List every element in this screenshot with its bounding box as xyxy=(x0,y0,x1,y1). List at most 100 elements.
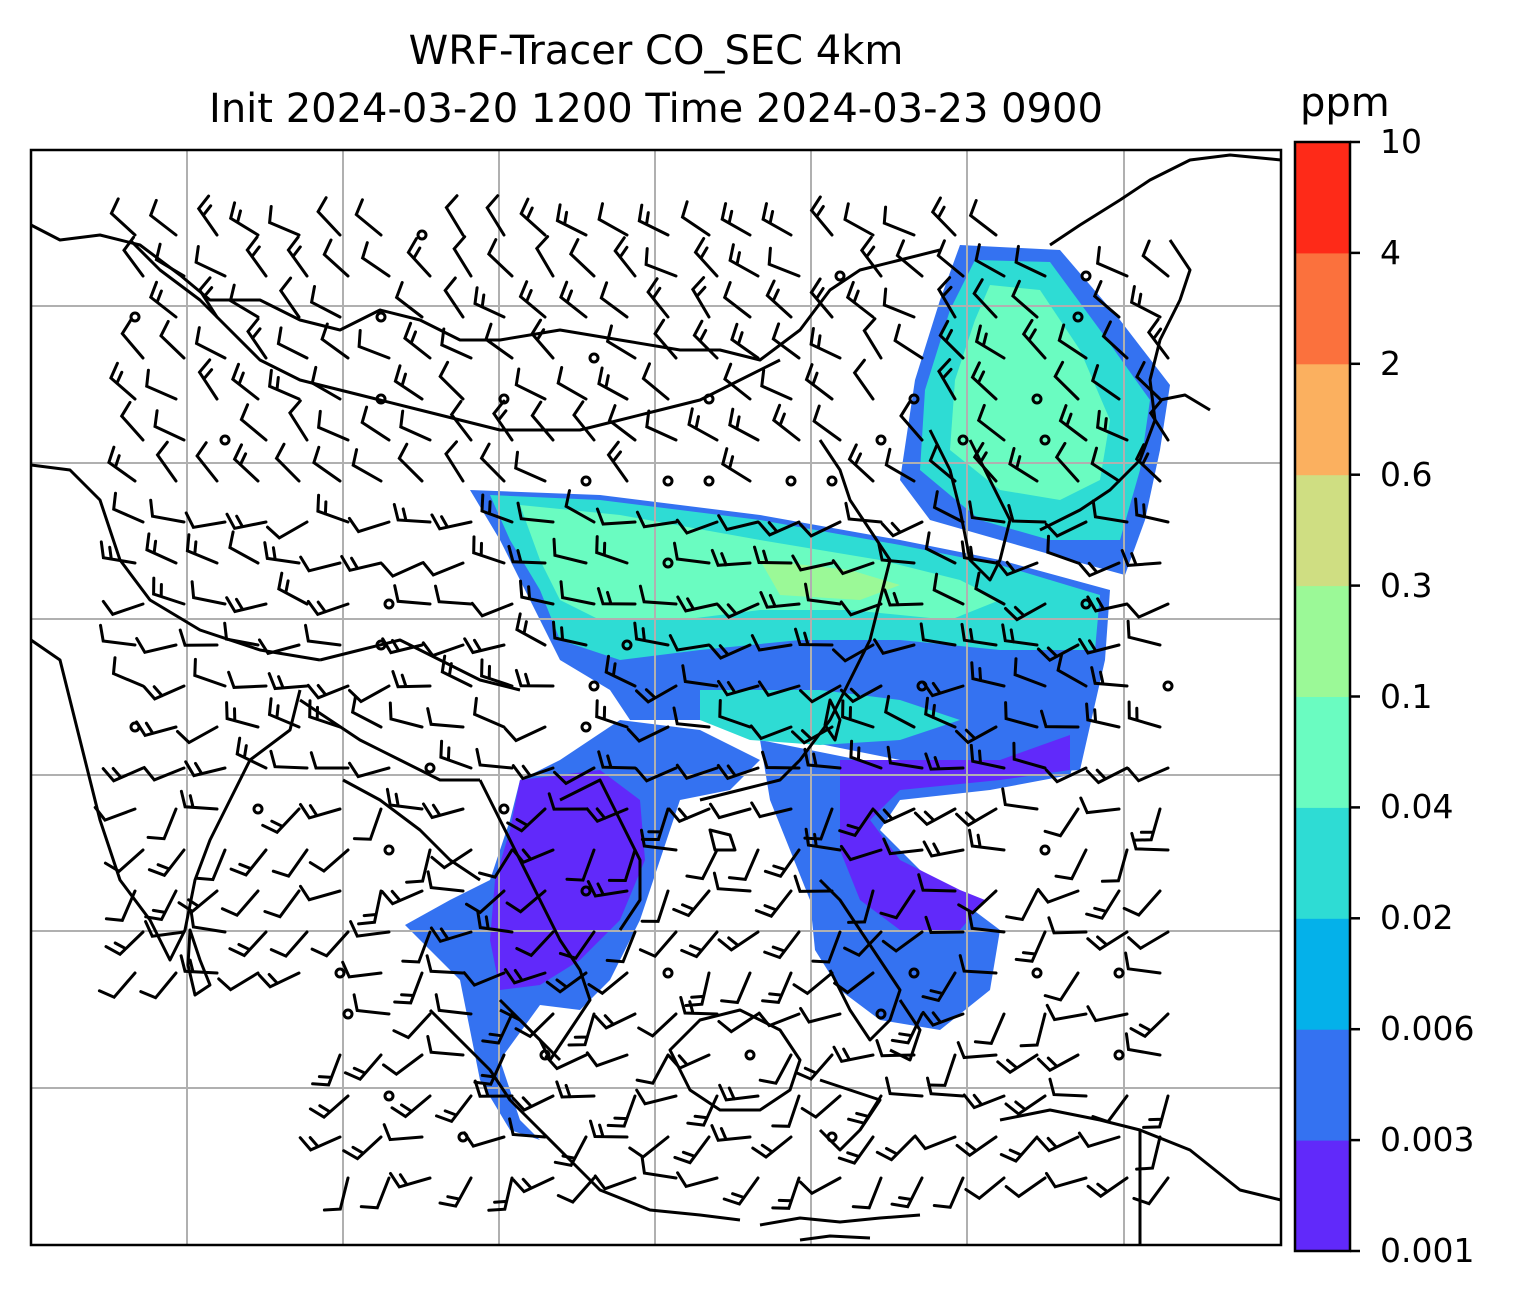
wind-barb xyxy=(760,368,793,401)
wind-barb xyxy=(637,203,670,237)
wind-barb xyxy=(962,1093,1006,1110)
wind-barb xyxy=(269,930,309,958)
wind-barb xyxy=(645,409,678,442)
wind-barb xyxy=(1086,595,1129,613)
wind-barb xyxy=(239,403,268,442)
wind-barb xyxy=(267,368,301,401)
wind-barb xyxy=(359,1176,391,1210)
wind-barb xyxy=(397,442,424,483)
wind-barb xyxy=(794,627,834,647)
wind-barb xyxy=(634,766,678,783)
colorbar-band xyxy=(1295,696,1350,808)
wind-barb xyxy=(641,362,670,401)
wind-barb xyxy=(518,280,547,319)
wind-barb xyxy=(921,1010,965,1027)
wind-barb xyxy=(1004,602,1047,622)
wind-barb xyxy=(360,241,391,278)
wind-barb xyxy=(231,362,260,401)
wind-barb xyxy=(288,399,309,442)
wind-barb xyxy=(392,503,432,524)
wind-barb xyxy=(390,1094,432,1119)
wind-barb xyxy=(996,1053,1039,1075)
wind-barb xyxy=(274,442,301,483)
wind-barb xyxy=(974,243,1006,278)
calm-wind-marker xyxy=(580,475,592,487)
calm-wind-marker xyxy=(424,762,436,774)
wind-barb xyxy=(924,752,965,771)
wind-barb xyxy=(565,848,596,882)
wind-barb xyxy=(899,400,924,442)
wind-barb xyxy=(640,889,670,923)
colorbar-tick-label: 10 xyxy=(1380,122,1422,161)
wind-barb xyxy=(972,278,998,319)
wind-barb xyxy=(452,235,473,278)
wind-barb xyxy=(286,235,309,278)
wind-barb xyxy=(672,706,711,729)
wind-barb xyxy=(1021,318,1047,360)
wind-barb xyxy=(406,237,432,278)
wind-barb xyxy=(917,873,957,893)
wind-barb xyxy=(809,195,834,237)
wind-barb xyxy=(587,971,629,996)
colorbar-tick-label: 0.04 xyxy=(1380,787,1454,827)
wind-barb xyxy=(635,1053,670,1085)
calm-wind-marker xyxy=(662,557,674,569)
wind-barb xyxy=(197,276,219,319)
wind-barb xyxy=(235,736,268,770)
wind-barb xyxy=(960,622,998,647)
wind-barb xyxy=(556,366,588,401)
wind-barb xyxy=(924,696,957,729)
calm-wind-marker xyxy=(219,434,231,446)
wind-barb xyxy=(1135,361,1162,401)
wind-barb xyxy=(809,277,834,319)
wind-barb xyxy=(1077,561,1121,578)
wind-barb xyxy=(596,587,637,606)
wind-barb xyxy=(1036,643,1080,663)
wind-barb xyxy=(306,599,350,617)
wind-barb xyxy=(1054,441,1080,483)
wind-barb xyxy=(405,848,432,884)
colorbar-tick-label: 4 xyxy=(1380,232,1401,272)
wind-barb xyxy=(635,684,678,704)
map-title-line2: Init 2024-03-20 1200 Time 2024-03-23 090… xyxy=(209,86,1103,132)
wind-barb xyxy=(267,205,301,237)
wind-barb xyxy=(1124,951,1162,975)
wind-barb xyxy=(298,1135,342,1152)
wind-barb xyxy=(515,930,555,958)
wind-barb xyxy=(421,561,465,577)
wind-barb xyxy=(958,954,998,975)
wind-barb xyxy=(1086,930,1129,951)
wind-barb xyxy=(586,880,629,898)
wind-barb xyxy=(673,541,711,565)
wind-barb xyxy=(1013,657,1047,688)
wind-barb xyxy=(974,571,1006,606)
wind-barb xyxy=(851,1176,883,1210)
wind-barb xyxy=(350,695,383,729)
calm-wind-marker xyxy=(342,1008,354,1020)
wind-barb xyxy=(882,287,916,319)
wind-barb xyxy=(881,930,924,953)
calm-wind-marker xyxy=(662,475,674,487)
wind-barb xyxy=(476,910,514,934)
calm-wind-marker xyxy=(703,393,715,405)
wind-barb xyxy=(228,930,268,958)
wind-barb xyxy=(178,628,219,647)
wind-barb xyxy=(564,489,596,524)
wind-barb xyxy=(754,889,793,918)
wind-barb xyxy=(149,280,178,319)
wind-barb xyxy=(142,766,186,782)
wind-barb xyxy=(352,807,383,841)
wind-barb xyxy=(676,595,719,613)
wind-barb xyxy=(534,235,555,278)
wind-barb xyxy=(306,683,350,700)
wind-barb xyxy=(804,582,842,606)
wind-barb xyxy=(479,442,506,483)
wind-barb xyxy=(393,364,424,401)
wind-barb xyxy=(730,322,760,360)
wind-barb xyxy=(913,1134,957,1151)
wind-barb xyxy=(184,511,227,529)
wind-barb xyxy=(568,238,596,278)
wind-barb xyxy=(426,870,465,893)
wind-barb xyxy=(93,805,137,822)
wind-barb xyxy=(1012,741,1047,770)
